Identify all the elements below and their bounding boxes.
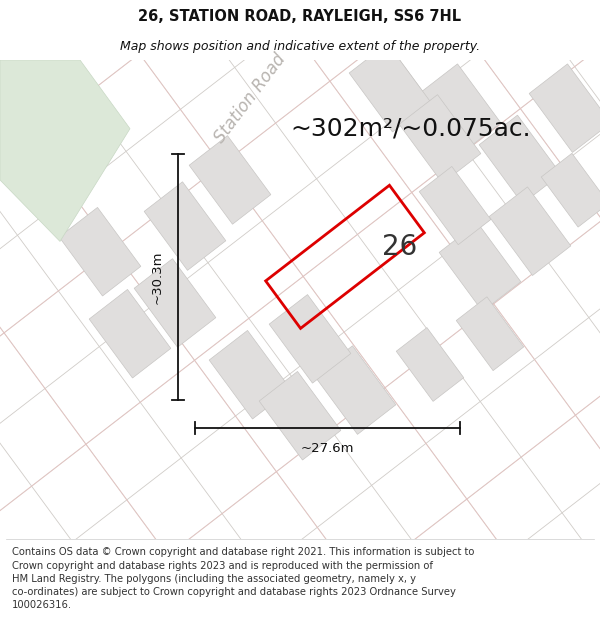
Polygon shape: [541, 153, 600, 227]
Polygon shape: [529, 64, 600, 152]
Polygon shape: [209, 331, 291, 419]
Polygon shape: [349, 43, 431, 132]
Text: 26, STATION ROAD, RAYLEIGH, SS6 7HL: 26, STATION ROAD, RAYLEIGH, SS6 7HL: [139, 9, 461, 24]
Polygon shape: [479, 115, 561, 204]
Text: Station Road: Station Road: [211, 50, 289, 146]
Polygon shape: [419, 166, 491, 244]
Text: Contains OS data © Crown copyright and database right 2021. This information is : Contains OS data © Crown copyright and d…: [12, 548, 475, 610]
Polygon shape: [259, 371, 341, 460]
Polygon shape: [396, 328, 464, 401]
Polygon shape: [456, 297, 524, 371]
Polygon shape: [59, 208, 141, 296]
Polygon shape: [189, 136, 271, 224]
Polygon shape: [144, 182, 226, 271]
Text: ~302m²/~0.075ac.: ~302m²/~0.075ac.: [290, 117, 530, 141]
Polygon shape: [269, 294, 351, 383]
Polygon shape: [489, 187, 571, 276]
Text: Map shows position and indicative extent of the property.: Map shows position and indicative extent…: [120, 40, 480, 53]
Text: ~30.3m: ~30.3m: [151, 251, 164, 304]
Polygon shape: [399, 94, 481, 183]
Polygon shape: [89, 289, 171, 378]
Polygon shape: [134, 259, 216, 348]
Polygon shape: [0, 60, 130, 241]
Text: 26: 26: [382, 232, 418, 261]
Text: ~27.6m: ~27.6m: [301, 442, 354, 456]
Polygon shape: [314, 346, 396, 434]
Polygon shape: [419, 64, 501, 152]
Polygon shape: [439, 222, 521, 311]
